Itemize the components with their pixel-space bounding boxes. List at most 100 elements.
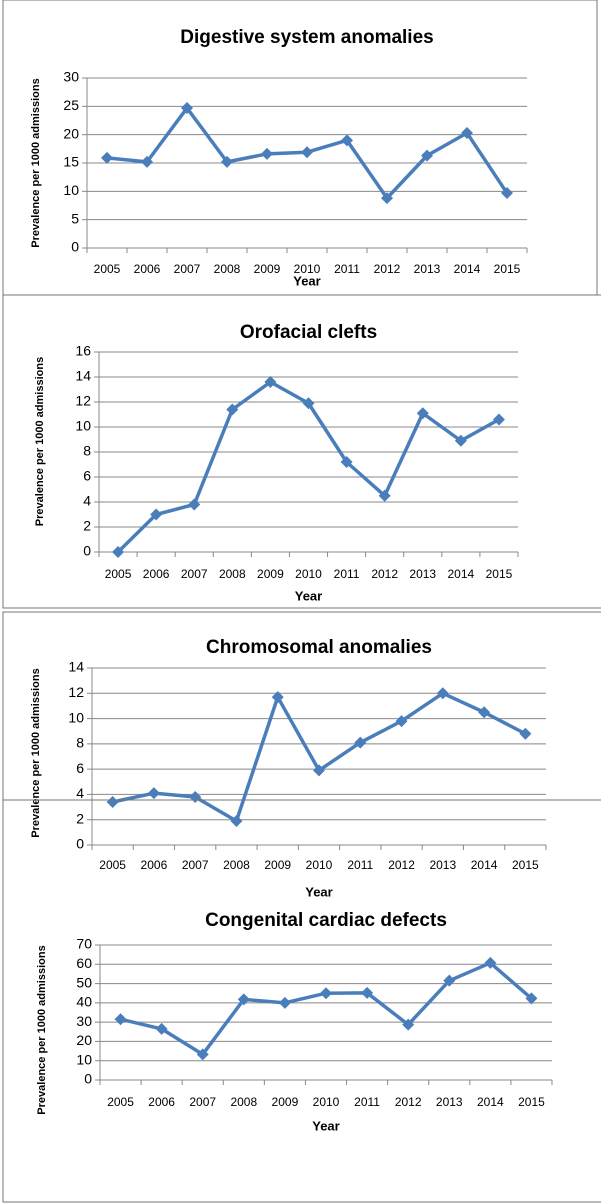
point bbox=[436, 687, 449, 700]
y-tick-label: 60 bbox=[76, 955, 92, 971]
point bbox=[354, 736, 367, 749]
point bbox=[196, 1048, 209, 1061]
x-tick-label: 2010 bbox=[295, 567, 322, 581]
point bbox=[147, 787, 160, 800]
point bbox=[461, 126, 473, 139]
x-tick-label: 2015 bbox=[486, 567, 513, 581]
x-tick-label: 2015 bbox=[512, 858, 539, 872]
point bbox=[519, 727, 532, 740]
y-tick-label: 25 bbox=[63, 97, 79, 113]
point bbox=[443, 974, 456, 987]
point bbox=[395, 715, 408, 728]
point bbox=[492, 413, 505, 426]
point bbox=[261, 147, 273, 160]
x-tick-label: 2009 bbox=[272, 1095, 299, 1109]
y-tick-label: 15 bbox=[63, 154, 79, 170]
y-tick-label: 8 bbox=[76, 735, 84, 751]
point bbox=[226, 403, 239, 416]
x-tick-label: 2009 bbox=[254, 262, 281, 276]
x-tick-label: 2008 bbox=[219, 567, 246, 581]
x-tick-label: 2012 bbox=[371, 567, 398, 581]
point bbox=[221, 155, 233, 168]
point bbox=[416, 407, 429, 420]
chart-title: Chromosomal anomalies bbox=[206, 637, 432, 658]
x-tick-label: 2006 bbox=[148, 1095, 175, 1109]
y-tick-label: 40 bbox=[76, 994, 92, 1010]
x-tick-label: 2006 bbox=[141, 858, 168, 872]
y-tick-label: 14 bbox=[68, 659, 84, 675]
y-axis-label: Prevalence per 1000 admissions bbox=[34, 357, 46, 526]
x-tick-label: 2007 bbox=[181, 567, 208, 581]
y-tick-label: 14 bbox=[75, 368, 91, 384]
y-axis-label: Prevalence per 1000 admissions bbox=[36, 945, 48, 1114]
y-tick-label: 70 bbox=[76, 936, 92, 952]
x-tick-label: 2009 bbox=[257, 567, 284, 581]
x-tick-label: 2011 bbox=[347, 858, 373, 872]
point bbox=[302, 397, 315, 410]
point bbox=[188, 498, 201, 511]
x-tick-label: 2010 bbox=[313, 1095, 340, 1109]
x-tick-label: 2011 bbox=[354, 1095, 380, 1109]
y-tick-label: 10 bbox=[75, 418, 91, 434]
point bbox=[181, 102, 193, 115]
point bbox=[454, 434, 467, 447]
y-tick-label: 20 bbox=[63, 125, 79, 141]
point bbox=[340, 456, 353, 468]
point bbox=[378, 489, 391, 502]
x-tick-label: 2008 bbox=[230, 1095, 257, 1109]
x-tick-label: 2012 bbox=[388, 858, 415, 872]
point bbox=[114, 1013, 127, 1026]
x-tick-label: 2005 bbox=[107, 1095, 134, 1109]
y-tick-label: 0 bbox=[84, 1071, 92, 1087]
y-axis-label: Prevalence per 1000 admissions bbox=[30, 668, 42, 837]
x-tick-label: 2012 bbox=[395, 1095, 422, 1109]
x-tick-label: 2011 bbox=[334, 567, 360, 581]
point bbox=[478, 706, 491, 719]
point bbox=[237, 993, 250, 1006]
x-tick-label: 2006 bbox=[143, 567, 170, 581]
point bbox=[361, 986, 374, 999]
y-tick-label: 0 bbox=[76, 836, 84, 852]
x-axis-label: Year bbox=[312, 1118, 339, 1133]
point bbox=[141, 155, 153, 168]
point bbox=[381, 192, 393, 205]
series-line bbox=[112, 691, 527, 823]
chart-title: Congenital cardiac defects bbox=[205, 910, 447, 931]
chart-title: Digestive system anomalies bbox=[180, 27, 433, 48]
point bbox=[278, 996, 291, 1009]
point bbox=[341, 134, 353, 147]
point bbox=[264, 376, 277, 388]
point bbox=[101, 151, 113, 164]
x-tick-label: 2013 bbox=[429, 858, 456, 872]
point bbox=[271, 691, 284, 704]
y-tick-label: 8 bbox=[83, 443, 91, 459]
panel-border bbox=[2, 294, 601, 609]
x-tick-label: 2007 bbox=[189, 1095, 216, 1109]
x-tick-label: 2015 bbox=[518, 1095, 545, 1109]
point bbox=[421, 149, 433, 162]
x-tick-label: 2008 bbox=[214, 262, 241, 276]
point bbox=[106, 796, 119, 809]
y-tick-label: 4 bbox=[76, 785, 84, 801]
x-tick-label: 2014 bbox=[454, 262, 481, 276]
point bbox=[301, 146, 313, 159]
point bbox=[525, 992, 538, 1005]
panel-border bbox=[2, 799, 601, 1203]
x-tick-label: 2014 bbox=[448, 567, 475, 581]
x-tick-label: 2010 bbox=[294, 262, 321, 276]
point bbox=[402, 1018, 415, 1031]
y-tick-label: 4 bbox=[83, 493, 91, 509]
y-tick-label: 12 bbox=[68, 684, 84, 700]
y-tick-label: 10 bbox=[63, 182, 79, 198]
y-tick-label: 2 bbox=[83, 518, 91, 534]
point bbox=[313, 764, 325, 777]
y-tick-label: 12 bbox=[75, 393, 91, 409]
x-tick-label: 2013 bbox=[409, 567, 436, 581]
y-tick-label: 30 bbox=[76, 1013, 92, 1029]
x-tick-label: 2013 bbox=[436, 1095, 463, 1109]
x-tick-label: 2015 bbox=[494, 262, 521, 276]
y-axis-label: Prevalence per 1000 admissions bbox=[30, 78, 42, 247]
x-tick-label: 2006 bbox=[134, 262, 161, 276]
y-tick-label: 20 bbox=[76, 1032, 92, 1048]
